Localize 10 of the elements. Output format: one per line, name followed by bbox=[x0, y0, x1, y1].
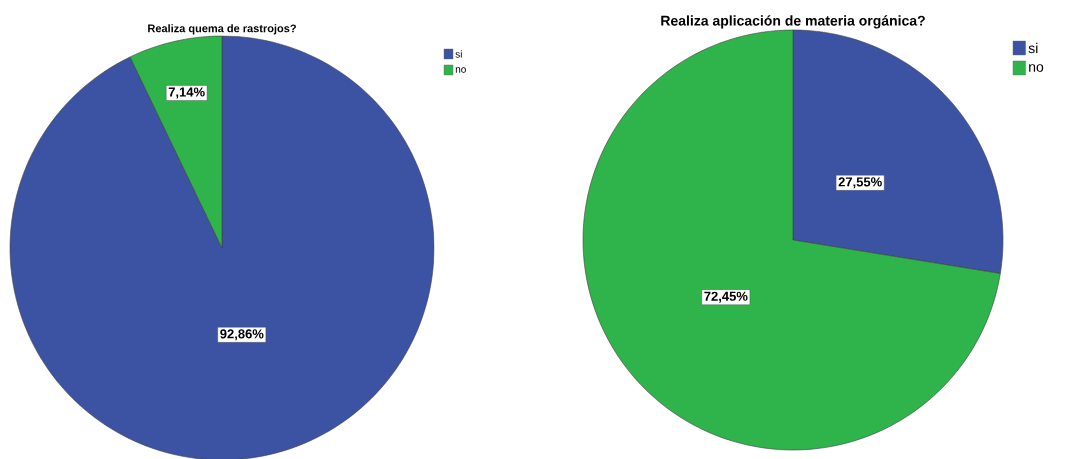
data-label: 7,14% bbox=[168, 87, 205, 99]
data-label: 72,45% bbox=[704, 291, 748, 303]
legend-label: no bbox=[1029, 64, 1044, 72]
chart-title: Realiza quema de rastrojos? bbox=[148, 24, 296, 35]
legend-label: si bbox=[1028, 42, 1038, 54]
chart-title: Realiza aplicación de materia orgánica? bbox=[661, 15, 925, 29]
legend-label: si bbox=[455, 50, 462, 58]
data-label: 27,55% bbox=[838, 177, 882, 189]
data-label: 92,86% bbox=[220, 329, 264, 341]
legend-label: no bbox=[455, 67, 466, 73]
